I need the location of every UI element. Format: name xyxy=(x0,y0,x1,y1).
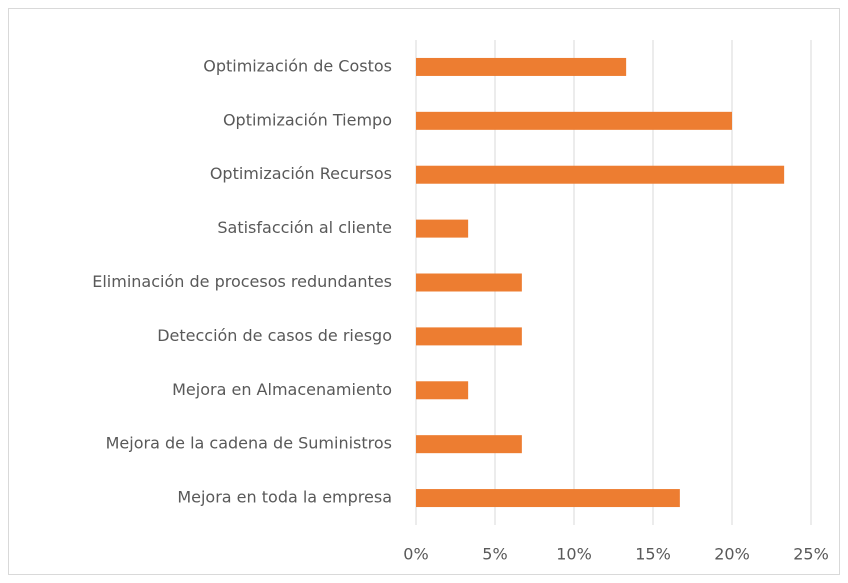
y-tick-label: Detección de casos de riesgo xyxy=(157,326,392,345)
bar xyxy=(416,57,627,76)
y-tick-label: Optimización Tiempo xyxy=(223,110,392,129)
bar xyxy=(416,381,469,400)
x-tick-label: 25% xyxy=(793,545,829,564)
x-tick-label: 10% xyxy=(556,545,592,564)
bar xyxy=(416,219,469,238)
bar xyxy=(416,111,732,130)
bar xyxy=(416,489,680,508)
x-tick-label: 5% xyxy=(482,545,507,564)
y-tick-label: Satisfacción al cliente xyxy=(217,218,392,237)
x-tick-label: 0% xyxy=(403,545,428,564)
y-tick-label: Mejora en Almacenamiento xyxy=(172,380,392,399)
x-tick-label: 20% xyxy=(714,545,750,564)
y-tick-label: Optimización Recursos xyxy=(210,164,392,183)
y-tick-label: Eliminación de procesos redundantes xyxy=(92,272,392,291)
y-tick-label: Mejora de la cadena de Suministros xyxy=(106,434,392,453)
y-tick-label: Mejora en toda la empresa xyxy=(177,488,392,507)
x-tick-label: 15% xyxy=(635,545,671,564)
bar xyxy=(416,435,522,454)
bar xyxy=(416,327,522,346)
bar xyxy=(416,273,522,292)
bar xyxy=(416,165,785,184)
y-tick-label: Optimización de Costos xyxy=(203,56,392,75)
